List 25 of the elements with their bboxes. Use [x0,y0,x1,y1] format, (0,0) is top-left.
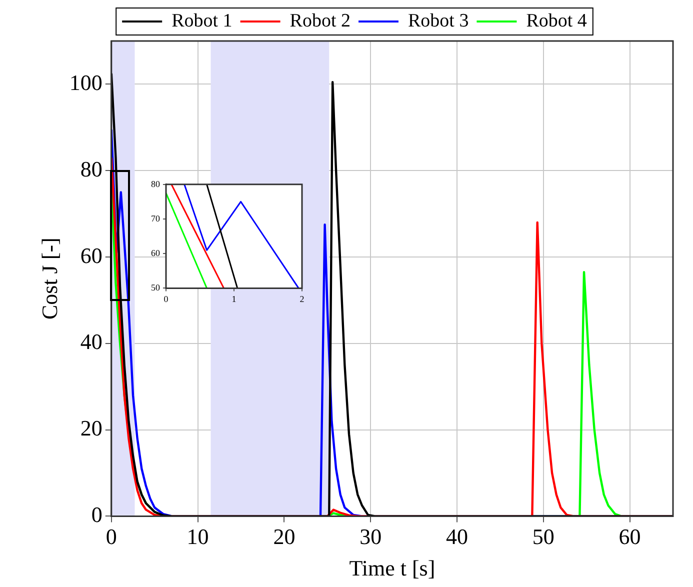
x-tick-label: 0 [164,294,169,304]
x-tick-label: 50 [532,524,554,550]
x-tick-label: 1 [232,294,236,304]
legend-label: Robot 3 [408,10,469,32]
x-axis-title: Time t [s] [349,556,436,581]
y-tick-label: 100 [69,70,102,95]
y-tick-label: 60 [80,242,102,268]
x-tick-label: 30 [360,524,382,550]
y-tick-label: 20 [80,416,102,441]
y-tick-label: 80 [151,178,160,189]
legend-label: Robot 4 [526,10,588,32]
x-tick-label: 40 [446,524,468,550]
y-tick-label: 60 [151,248,160,258]
legend-label: Robot 2 [290,10,350,32]
y-tick-label: 50 [151,282,160,293]
legend-label: Robot 1 [172,10,232,32]
x-tick-label: 2 [300,294,304,304]
x-tick-label: 20 [273,524,296,550]
y-tick-label: 0 [91,502,102,527]
y-tick-label: 70 [151,213,160,224]
x-tick-label: 10 [186,524,209,550]
y-tick-label: 40 [80,329,102,354]
y-axis-title: Cost J [-] [36,238,62,320]
y-tick-label: 80 [80,156,102,182]
x-tick-label: 60 [618,524,641,550]
